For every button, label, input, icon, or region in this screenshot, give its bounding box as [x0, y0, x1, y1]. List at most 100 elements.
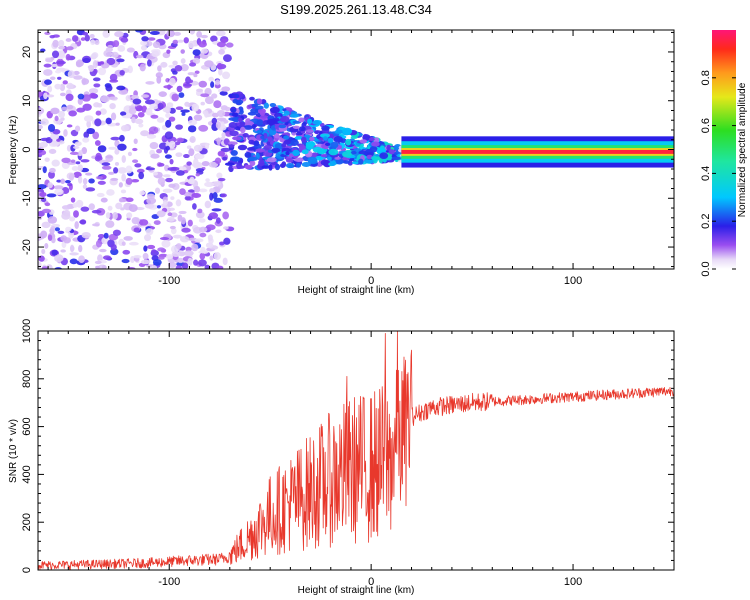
- spectrogram-band-blob: [350, 135, 358, 139]
- spectrogram-noise-blob: [177, 166, 187, 172]
- spectrogram-noise-blob: [188, 40, 195, 49]
- spectrogram-noise-blob: [56, 179, 62, 183]
- spectrogram-noise-blob: [74, 141, 82, 147]
- spectrogram-band-blob: [324, 142, 331, 146]
- spectrogram-band-blob: [359, 139, 368, 144]
- spectrogram-noise-blob: [165, 112, 171, 118]
- spectrogram-noise-blob: [141, 36, 149, 42]
- spectrogram-noise-blob: [77, 93, 85, 100]
- spectrogram-band-blob: [255, 148, 266, 153]
- spectrogram-noise-blob: [204, 181, 215, 188]
- spectrogram-noise-blob: [122, 115, 132, 119]
- spectrogram-band-blob: [283, 135, 290, 140]
- x-tick-label: 0: [368, 576, 374, 588]
- spectrogram-noise-blob: [215, 79, 221, 86]
- spectrogram-band-blob: [263, 144, 273, 151]
- spectrogram-noise-blob: [213, 252, 221, 260]
- spectrogram-noise-blob: [221, 86, 231, 92]
- x-tick-label: 100: [564, 275, 582, 287]
- spectrogram-noise-blob: [191, 193, 202, 198]
- spectrogram-noise-blob: [81, 78, 90, 85]
- y-tick-label: 0: [21, 567, 33, 573]
- spectrogram-noise-blob: [43, 92, 48, 100]
- spectrogram-noise-blob: [107, 205, 113, 211]
- spectrogram-noise-blob: [92, 77, 101, 82]
- spectrogram-noise-blob: [128, 107, 137, 115]
- colorbar-tick-label: 0.0: [700, 261, 712, 276]
- spectrogram-noise-blob: [215, 121, 221, 129]
- spectrogram-noise-blob: [89, 92, 97, 99]
- spectrogram-band-blob: [260, 115, 268, 119]
- spectrogram-noise-blob: [38, 107, 45, 115]
- spectrogram-band-blob: [320, 133, 330, 138]
- spectrogram-noise-blob: [135, 30, 143, 33]
- spectrogram-noise-blob: [128, 241, 139, 246]
- spectrogram-band-blob: [232, 99, 239, 104]
- spectrogram-noise-blob: [67, 70, 75, 79]
- spectrogram-noise-blob: [198, 80, 208, 88]
- spectrogram-noise-blob: [201, 48, 209, 54]
- spectrogram-noise-blob: [126, 47, 135, 53]
- spectrogram-band-blob: [270, 161, 278, 165]
- spectrogram-noise-blob: [216, 265, 224, 269]
- spectrogram-noise-blob: [90, 53, 97, 60]
- spectrogram-noise-blob: [60, 117, 65, 121]
- spectrogram-noise-blob: [88, 203, 95, 211]
- spectrogram-noise-blob: [121, 155, 126, 163]
- spectrogram-noise-blob: [152, 41, 161, 49]
- spectrogram-band-blob: [247, 111, 257, 116]
- spectrogram-noise-blob: [54, 83, 62, 90]
- spectrogram-noise-blob: [167, 216, 175, 222]
- spectrogram-noise-blob: [44, 79, 52, 85]
- spectrogram-noise-blob: [70, 197, 76, 203]
- spectrogram-y-axis-label: Frequency (Hz): [8, 116, 19, 185]
- spectrogram-noise-blob: [90, 39, 96, 46]
- spectrogram-noise-blob: [71, 165, 79, 172]
- spectrogram-noise-blob: [109, 103, 116, 110]
- y-tick-label: 400: [21, 465, 33, 483]
- spectrogram-noise-blob: [150, 114, 159, 119]
- spectrogram-noise-blob: [61, 157, 71, 164]
- spectrogram-band-blob: [301, 149, 309, 155]
- spectrogram-noise-blob: [108, 146, 117, 150]
- spectrogram-noise-blob: [40, 230, 48, 239]
- spectrogram-noise-blob: [46, 193, 57, 198]
- spectrogram-noise-blob: [114, 161, 120, 166]
- spectrogram-noise-blob: [188, 79, 193, 83]
- spectrogram-noise-blob: [54, 115, 59, 122]
- spectrogram-band-blob: [364, 159, 374, 164]
- spectrogram-noise-blob: [180, 58, 186, 64]
- y-tick-label: 20: [21, 46, 33, 58]
- spectrogram-band-blob: [322, 136, 328, 141]
- spectrogram-noise-blob: [132, 159, 139, 164]
- spectrogram-noise-blob: [216, 137, 221, 146]
- spectrogram-noise-blob: [96, 192, 105, 198]
- spectrogram-noise-blob: [189, 62, 197, 67]
- spectrogram-noise-blob: [77, 164, 84, 172]
- spectrogram-noise-blob: [140, 40, 148, 46]
- spectrogram-noise-blob: [41, 248, 46, 255]
- spectrogram-noise-blob: [193, 144, 203, 152]
- y-tick-label: 600: [21, 417, 33, 435]
- spectrogram-noise-blob: [38, 184, 47, 190]
- spectrogram-band-blob: [289, 113, 299, 118]
- spectrogram-noise-blob: [78, 150, 83, 157]
- spectrogram-noise-blob: [58, 110, 66, 118]
- spectrogram-noise-blob: [93, 102, 101, 108]
- spectrogram-noise-blob: [80, 159, 90, 163]
- spectrogram-noise-blob: [44, 243, 49, 249]
- spectrogram-noise-blob: [201, 160, 210, 167]
- spectrogram-noise-blob: [92, 131, 100, 140]
- spectrogram-noise-blob: [157, 247, 166, 252]
- spectrogram-band-blob: [334, 156, 341, 160]
- spectrogram-noise-blob: [133, 227, 140, 233]
- spectrogram-band-blob: [269, 106, 280, 114]
- spectrogram-noise-blob: [200, 93, 210, 98]
- spectrogram-noise-blob: [130, 256, 135, 264]
- spectrogram-band-blob: [388, 149, 395, 155]
- spectrogram-noise-blob: [158, 256, 165, 260]
- spectrogram-noise-blob: [94, 118, 102, 127]
- spectrogram-band-blob: [290, 111, 298, 115]
